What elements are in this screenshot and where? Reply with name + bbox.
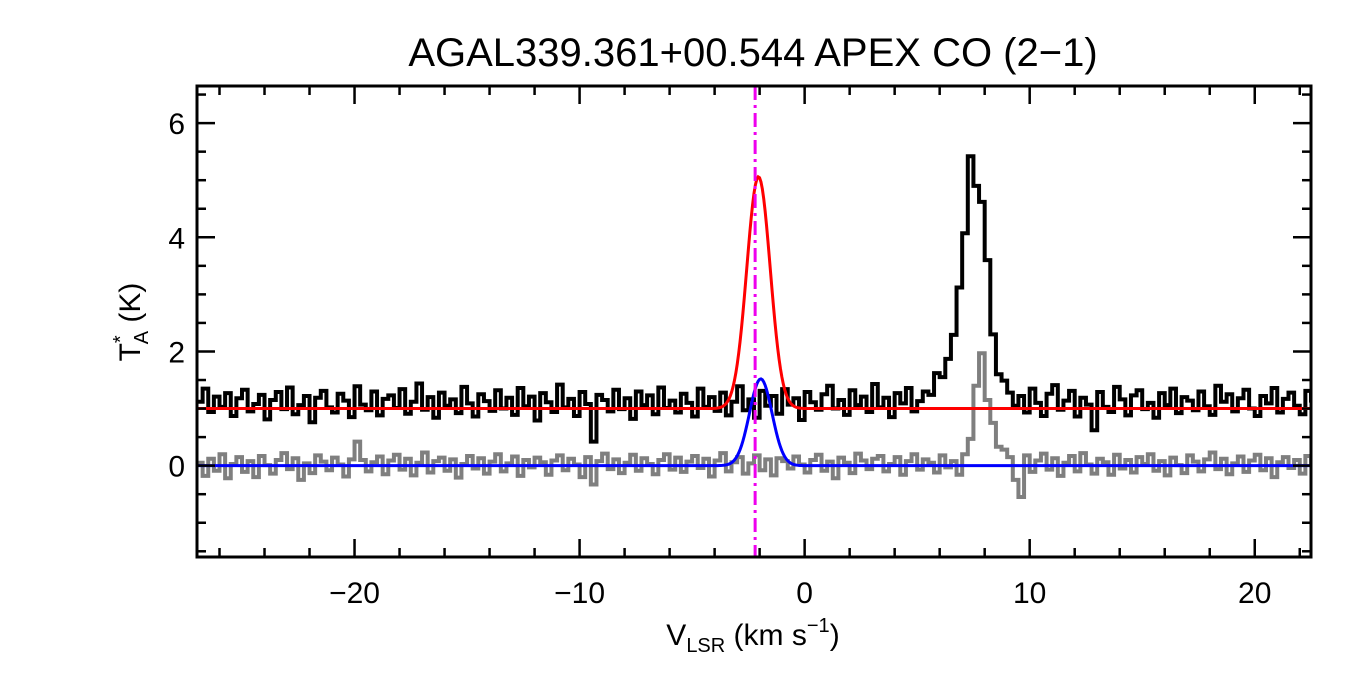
plot-frame [195,84,1313,559]
x-tick-label: 0 [796,577,813,610]
spectrum-gray-line [197,351,1311,500]
x-axis-label: VLSR (km s−1) [666,615,839,657]
tick-marks [197,86,1311,557]
series-layer [197,154,1311,500]
chart-title: AGAL339.361+00.544 APEX CO (2−1) [408,31,1097,75]
y-tick-label: 2 [168,336,185,369]
x-tick-label: −20 [329,577,380,610]
x-tick-label: 10 [1013,577,1046,610]
y-tick-labels: 0 2 4 6 [168,108,185,484]
gaussian-fit-red-line [197,174,1311,411]
y-tick-label: 4 [168,222,185,255]
y-axis-label: T*A (K) [110,283,153,362]
y-tick-label: 0 [168,451,185,484]
x-tick-label: 20 [1238,577,1271,610]
x-tick-labels: −20 −10 0 10 20 [329,577,1271,610]
x-tick-label: −10 [554,577,605,610]
y-tick-label: 6 [168,108,185,141]
